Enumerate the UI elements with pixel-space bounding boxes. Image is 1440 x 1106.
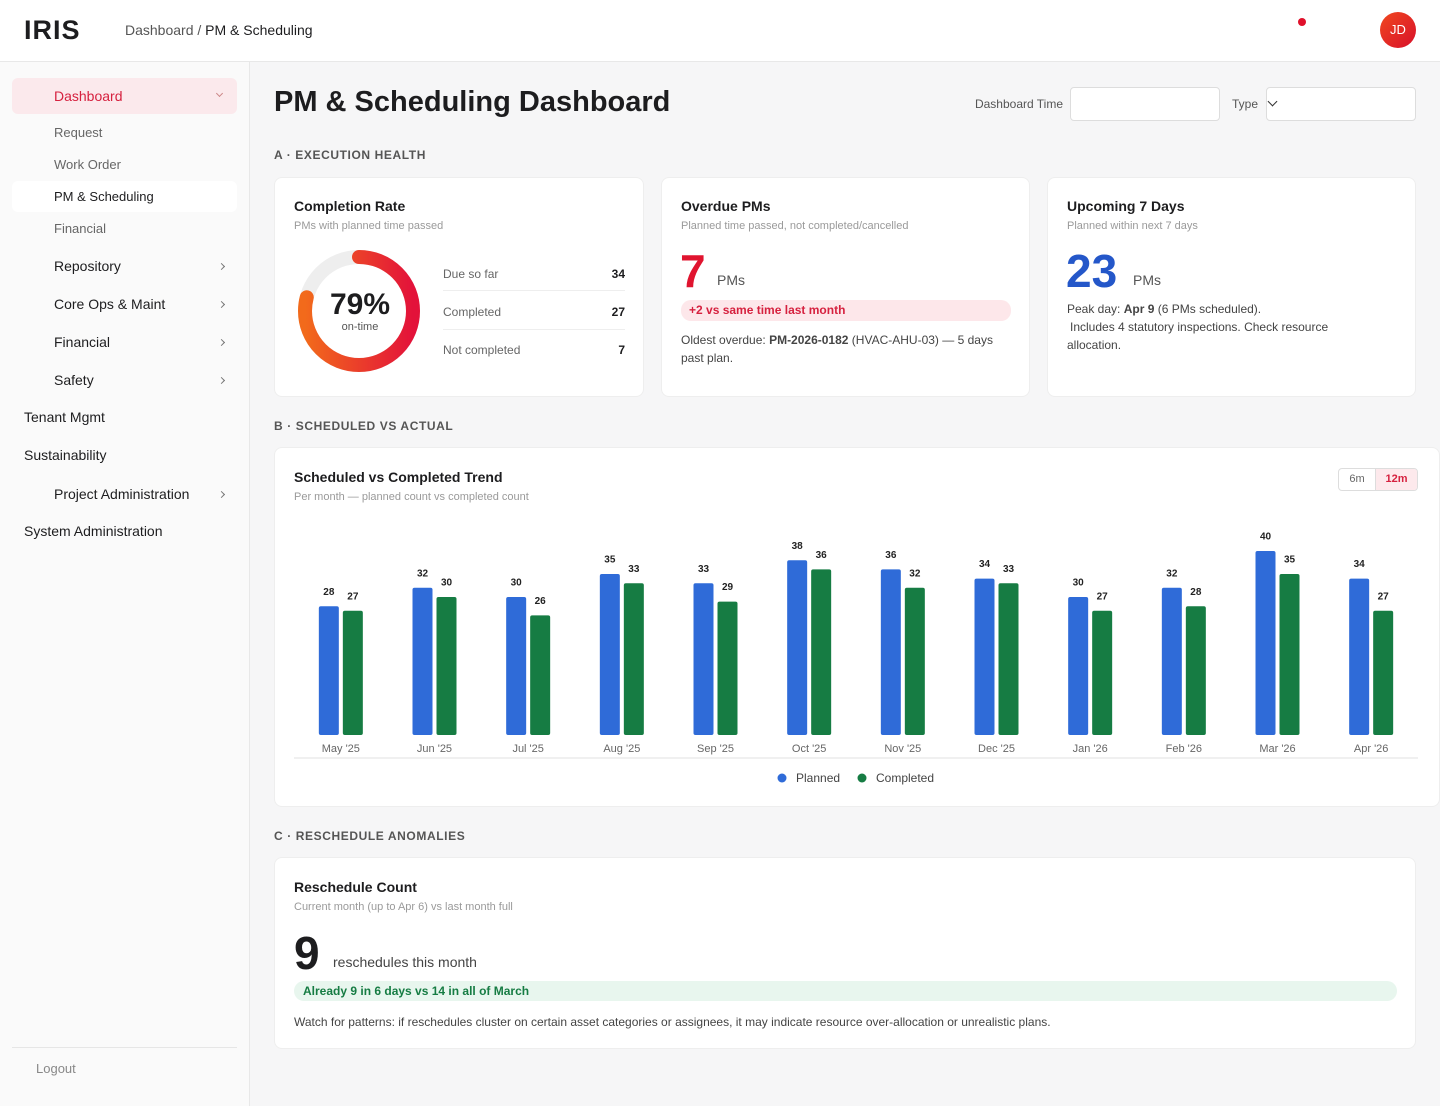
nav-item[interactable]: Project Administration	[54, 486, 190, 502]
divider	[12, 1047, 237, 1048]
date-input[interactable]	[1070, 87, 1220, 121]
kpi-card: Upcoming 7 Days Planned within next 7 da…	[1047, 177, 1416, 397]
filter-label: Type	[1232, 97, 1259, 111]
chart-subtitle: Per month — planned count vs completed c…	[294, 491, 529, 503]
row-divider	[443, 329, 625, 330]
nav-item[interactable]: Safety	[54, 372, 94, 388]
card-title: Overdue PMs	[681, 198, 771, 214]
peak-prefix: Peak day:	[1067, 302, 1121, 316]
selected-nav-bg	[12, 181, 237, 212]
nav-item[interactable]: Dashboard	[54, 88, 123, 104]
chart-card: Scheduled vs Completed Trend Per month —…	[274, 447, 1440, 807]
card-title: Completion Rate	[294, 198, 406, 214]
section-heading: C · RESCHEDULE ANOMALIES	[274, 829, 466, 843]
comparison-badge: Already 9 in 6 days vs 14 in all of Marc…	[294, 981, 1397, 1001]
chart-title: Scheduled vs Completed Trend	[294, 469, 503, 485]
peak-day: Apr 9	[1123, 302, 1155, 316]
range-toggle: 6m 12m	[1338, 468, 1418, 491]
card-subtitle: Planned time passed, not completed/cance…	[681, 220, 909, 232]
card-subtitle: PMs with planned time passed	[294, 220, 444, 232]
note-suffix: (HVAC-AHU-03) — 5 days past plan.	[681, 333, 993, 365]
sidebar: Dashboard Request Work Order PM & Schedu…	[0, 62, 250, 1106]
filter-label: Dashboard Time	[974, 97, 1063, 111]
logo[interactable]: IRIS	[24, 15, 81, 45]
page-title: PM & Scheduling Dashboard	[274, 86, 671, 118]
nav-item[interactable]: Request	[54, 125, 103, 140]
row-label: Not completed	[443, 343, 521, 357]
chevron	[217, 262, 226, 271]
nav-item[interactable]: Financial	[54, 334, 111, 350]
rate-label: 79%	[329, 288, 391, 321]
avatar[interactable]: JD	[1380, 12, 1416, 48]
range-option[interactable]: 12m	[1376, 469, 1417, 490]
row-label: Due so far	[443, 267, 499, 281]
row-value: 7	[618, 343, 625, 357]
row-value: 34	[611, 267, 625, 281]
count-unit: PMs	[1133, 272, 1161, 288]
count-unit: PMs	[717, 272, 745, 288]
kpi-card: Overdue PMs Planned time passed, not com…	[661, 177, 1030, 397]
logout[interactable]: Logout	[36, 1061, 76, 1076]
reschedule-card: Reschedule Count Current month (up to Ap…	[274, 857, 1416, 1049]
card-title: Upcoming 7 Days	[1067, 198, 1185, 214]
peak-line: Peak day: Apr 9 (6 PMs scheduled).	[1067, 300, 1261, 318]
chevron	[217, 376, 226, 385]
breadcrumb-current: PM & Scheduling	[205, 22, 313, 38]
reschedule-note: Watch for patterns: if reschedules clust…	[294, 1015, 1051, 1029]
top-bar: IRIS Dashboard / PM & Scheduling JD	[0, 0, 1440, 62]
nav-item[interactable]: Sustainability	[24, 447, 107, 463]
peak-suffix: (6 PMs scheduled).	[1157, 302, 1262, 316]
row-value: 27	[611, 305, 625, 319]
notification-dot[interactable]	[1298, 18, 1306, 26]
card-subtitle: Current month (up to Apr 6) vs last mont…	[294, 901, 513, 913]
range-option[interactable]: 6m	[1339, 469, 1376, 490]
trend-badge: +2 vs same time last month	[681, 300, 1011, 321]
nav-item[interactable]: Work Order	[54, 157, 121, 172]
upcoming-note: Includes 4 statutory inspections. Check …	[1067, 320, 1329, 352]
chevron	[217, 490, 226, 499]
nav-item[interactable]: Financial	[54, 221, 107, 236]
note-prefix: Oldest overdue:	[681, 333, 766, 347]
chevron	[217, 300, 226, 309]
breadcrumb-separator: /	[197, 22, 202, 38]
overdue-note: Oldest overdue: PM-2026-0182 (HVAC-AHU-0…	[681, 331, 1001, 367]
overdue-count: 7	[680, 245, 706, 297]
nav-item[interactable]: Core Ops & Maint	[54, 296, 166, 312]
reschedule-count: 9	[294, 927, 320, 979]
active-nav-bg	[12, 78, 237, 114]
card-title: Reschedule Count	[294, 879, 417, 895]
nav-item[interactable]: PM & Scheduling	[54, 189, 154, 204]
row-divider	[443, 290, 625, 291]
type-select[interactable]	[1266, 87, 1416, 121]
nav-item[interactable]: Tenant Mgmt	[24, 409, 105, 425]
nav-item[interactable]: System Administration	[24, 523, 163, 539]
section-heading: B · SCHEDULED VS ACTUAL	[274, 419, 454, 433]
breadcrumb-root[interactable]: Dashboard	[125, 22, 194, 38]
rate-caption: on-time	[341, 321, 379, 333]
row-label: Completed	[443, 305, 502, 319]
count-unit: reschedules this month	[333, 954, 477, 970]
upcoming-count: 23	[1066, 245, 1118, 297]
section-heading: A · EXECUTION HEALTH	[274, 148, 426, 162]
kpi-card: Completion Rate PMs with planned time pa…	[274, 177, 644, 397]
nav-item[interactable]: Repository	[54, 258, 121, 274]
chevron	[217, 338, 226, 347]
card-subtitle: Planned within next 7 days	[1067, 220, 1198, 232]
breadcrumb: Dashboard / PM & Scheduling	[125, 22, 313, 38]
note-id: PM-2026-0182	[769, 333, 849, 347]
